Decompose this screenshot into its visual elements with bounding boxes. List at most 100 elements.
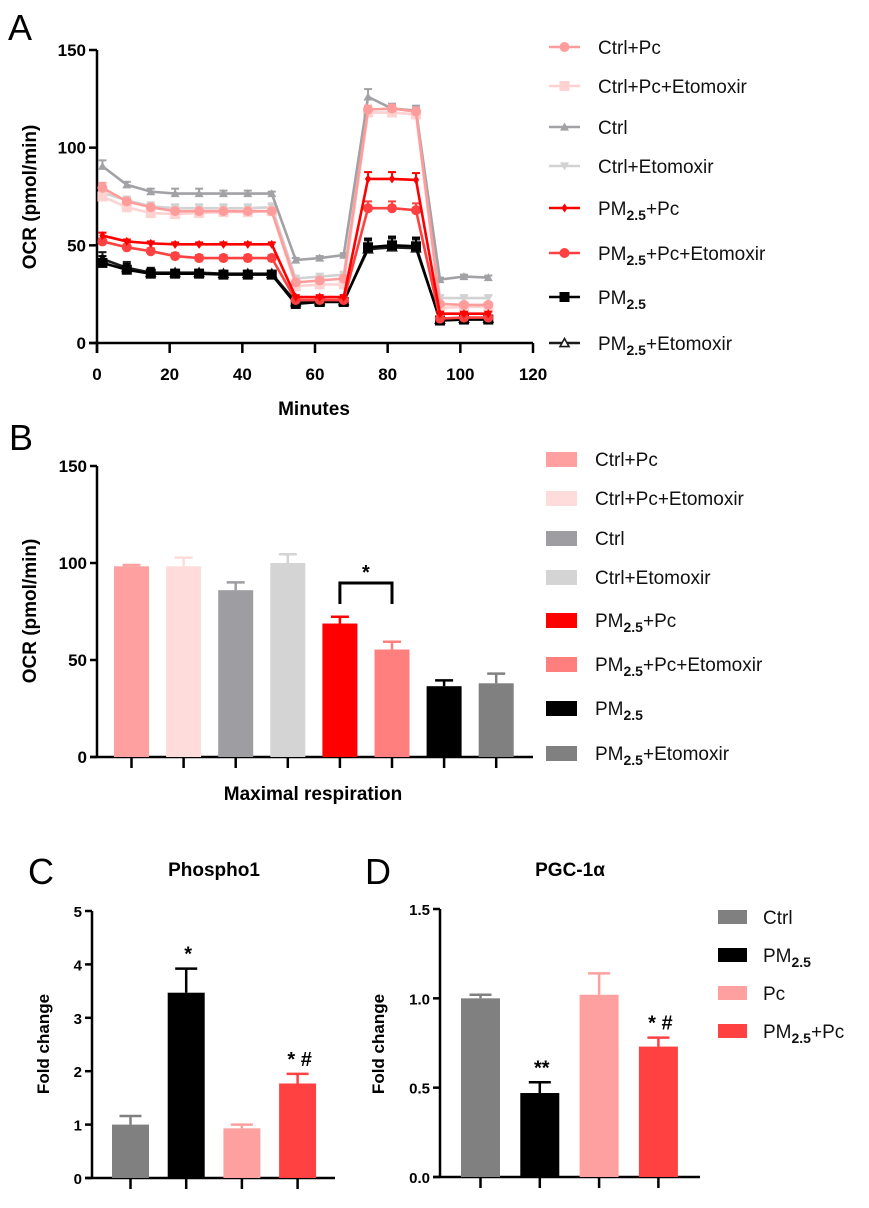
series-pm2-5-pc <box>98 171 493 319</box>
legend-label-main: PM <box>595 655 624 676</box>
square-marker <box>242 269 253 280</box>
diamond-marker <box>561 203 568 213</box>
legend-item: Pc <box>718 984 785 1005</box>
legend-label-subscript: 2.5 <box>627 207 647 223</box>
circle-marker <box>363 104 374 115</box>
legend-label-main: Ctrl+Pc <box>595 450 658 471</box>
triangle-marker <box>194 189 204 198</box>
significance-marker: * # <box>287 1049 311 1071</box>
legend-item: Ctrl+Pc <box>549 38 661 59</box>
square-marker <box>338 279 349 290</box>
legend-label: PM2.5+Etomoxir <box>595 744 730 768</box>
y-tick-label: 50 <box>68 651 87 670</box>
circle-marker <box>170 206 181 217</box>
legend-label-subscript: 2.5 <box>624 663 644 679</box>
legend-label-subscript: 2.5 <box>627 252 647 268</box>
diamond-marker <box>99 231 106 241</box>
legend-label: Pc <box>763 984 785 1005</box>
triangle-marker <box>218 189 228 198</box>
legend-label-main: Ctrl+Pc <box>598 38 661 59</box>
bar <box>167 992 205 1178</box>
circle-marker <box>434 313 445 324</box>
square-marker <box>266 269 277 280</box>
legend-label: Ctrl+Pc+Etomoxir <box>595 489 745 510</box>
panel-label-d: D <box>365 851 391 892</box>
bar <box>114 566 149 757</box>
diamond-marker <box>340 292 347 302</box>
legend-label-main: Ctrl <box>763 908 793 929</box>
legend-label-subscript: 2.5 <box>792 1030 812 1046</box>
bar <box>374 649 410 757</box>
diamond-marker <box>195 239 203 249</box>
circle-marker <box>559 248 570 258</box>
bar <box>270 563 306 757</box>
legend-item: PM2.5+Etomoxir <box>549 334 733 358</box>
triangle-down-marker <box>483 294 493 303</box>
legend-label-tail: +Pc <box>646 199 679 220</box>
y-tick-label: 4 <box>74 957 83 974</box>
legend-label-main: Ctrl+Etomoxir <box>595 568 711 589</box>
chart-c-bars: * * # <box>112 944 317 1178</box>
legend-label: PM2.5+Pc+Etomoxir <box>598 244 766 268</box>
chart-c-y-axis-title: Fold change <box>34 994 53 1094</box>
bar <box>218 590 254 757</box>
y-tick-label: 5 <box>74 904 82 921</box>
circle-marker <box>387 103 398 114</box>
y-tick-label: 0.0 <box>409 1170 430 1187</box>
y-tick-label: 1.5 <box>409 902 430 919</box>
x-tick-label: 20 <box>160 365 179 384</box>
legend-item: PM2.5 <box>549 288 646 312</box>
chart-a-axes: 0 50 100 150 0 20 40 60 80 100 120 <box>58 41 548 384</box>
y-tick-label: 3 <box>74 1011 82 1028</box>
legend-item: PM2.5+Pc <box>549 199 679 223</box>
circle-marker <box>170 251 181 262</box>
legend-swatch <box>718 910 747 924</box>
legend-label-subscript: 2.5 <box>624 752 644 768</box>
x-tick-label: 120 <box>519 365 547 384</box>
square-marker <box>194 268 205 279</box>
circle-marker <box>458 299 469 310</box>
triangle-marker <box>315 253 325 262</box>
legend-label-main: PM <box>595 611 624 632</box>
triangle-marker <box>363 92 373 101</box>
chart-b-bars: * <box>114 553 514 757</box>
y-tick-label: 100 <box>58 139 86 158</box>
legend-item: PM2.5 <box>718 946 811 970</box>
legend-label-main: PM <box>763 1022 792 1043</box>
legend-item: Ctrl+Pc+Etomoxir <box>549 77 748 98</box>
bar-group <box>374 640 410 757</box>
bar <box>223 1128 261 1178</box>
bar-group <box>478 672 514 757</box>
bar-group <box>114 563 149 757</box>
y-tick-label: 150 <box>58 41 86 60</box>
legend-label: PM2.5+Pc+Etomoxir <box>595 655 763 679</box>
panel-label-a: A <box>8 7 32 48</box>
y-tick-label: 1 <box>74 1118 82 1135</box>
diamond-marker <box>171 239 179 249</box>
x-tick-label: 100 <box>446 365 474 384</box>
legend-swatch <box>546 452 577 467</box>
circle-marker <box>97 236 108 247</box>
legend-label-main: Pc <box>763 984 785 1005</box>
legend-label: Ctrl <box>598 118 628 139</box>
legend-label: PM2.5+Pc <box>595 611 676 635</box>
x-tick-label: 40 <box>233 365 252 384</box>
legend-label-main: PM <box>763 946 792 967</box>
triangle-marker <box>146 187 156 196</box>
legend-label: Ctrl+Etomoxir <box>598 157 714 178</box>
diamond-marker <box>460 309 468 319</box>
legend-label: Ctrl+Pc <box>595 450 658 471</box>
triangle-marker <box>459 272 469 281</box>
circle-marker <box>266 253 277 264</box>
chart-b: 0 50 100 150 * Maximal respiration OCR (pmo… <box>20 450 763 805</box>
bar <box>579 994 619 1177</box>
legend-item: PM2.5+Etomoxir <box>546 744 730 768</box>
legend-item: PM2.5+Pc <box>546 611 676 635</box>
chart-a: 0 50 100 150 0 20 40 60 80 100 120 Minutes OCR (pm… <box>20 38 766 420</box>
legend-label-tail: +Etomoxir <box>646 334 733 355</box>
y-tick-label: 2 <box>74 1064 82 1081</box>
y-tick-label: 100 <box>59 554 87 573</box>
legend-label-tail: +Pc+Etomoxir <box>643 655 763 676</box>
